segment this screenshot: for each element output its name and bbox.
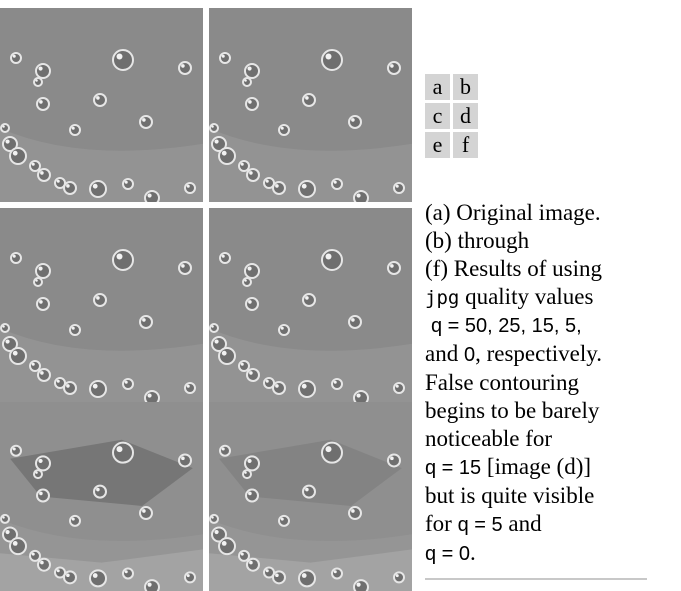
caption-for: for: [425, 511, 458, 536]
caption-line-12: for q = 5 and: [425, 510, 681, 539]
caption-line-6: and 0, respectively.: [425, 340, 681, 369]
caption-line-10: q = 15 [image (d)]: [425, 453, 681, 482]
bottom-divider: [425, 578, 647, 580]
panel-e-q5: [0, 402, 203, 591]
bubble-photo: [0, 8, 203, 202]
key-a: a: [425, 74, 450, 100]
caption-period: .: [470, 540, 476, 565]
panel-d-q15: [209, 208, 412, 402]
figure-caption: (a) Original image. (b) through (f) Resu…: [425, 199, 681, 568]
caption-line-1: (a) Original image.: [425, 200, 601, 225]
caption-line-11: but is quite visible: [425, 483, 595, 508]
caption-line-4: jpg quality values: [425, 283, 681, 312]
caption-respectively: , respectively.: [475, 341, 602, 366]
key-b: b: [453, 74, 478, 100]
caption-line-9: noticeable for: [425, 426, 553, 451]
caption-q5: q = 5: [457, 514, 503, 536]
bubble-photo: [0, 208, 203, 402]
caption-zero: 0: [463, 344, 476, 366]
panel-a-original: [0, 8, 203, 202]
panel-key: a b c d e f: [425, 74, 478, 158]
caption-line-13: q = 0.: [425, 539, 681, 568]
caption-q0: q = 0: [425, 543, 471, 565]
caption-image-d: [image (d)]: [481, 454, 592, 479]
caption-line-8: begins to be barely: [425, 398, 600, 423]
caption-line-3: (f) Results of using: [425, 256, 602, 281]
caption-line-5: q = 50, 25, 15, 5,: [431, 315, 582, 337]
bubble-photo: [0, 402, 203, 591]
panel-f-q0: [209, 402, 412, 591]
bubble-photo: [209, 208, 412, 402]
caption-jpg: jpg: [425, 287, 460, 309]
key-c: c: [425, 103, 450, 129]
key-f: f: [453, 132, 478, 158]
caption-q15: q = 15: [425, 457, 482, 479]
bubble-photo: [209, 402, 412, 591]
bubble-photo: [209, 8, 412, 202]
image-grid: [0, 8, 412, 591]
key-e: e: [425, 132, 450, 158]
caption-line-2: (b) through: [425, 228, 530, 253]
panel-c-q25: [0, 208, 203, 402]
caption-and-2: and: [502, 511, 542, 536]
key-d: d: [453, 103, 478, 129]
caption-quality-values: quality values: [459, 284, 594, 309]
caption-line-7: False contouring: [425, 370, 579, 395]
caption-and: and: [425, 341, 464, 366]
panel-b-q50: [209, 8, 412, 202]
